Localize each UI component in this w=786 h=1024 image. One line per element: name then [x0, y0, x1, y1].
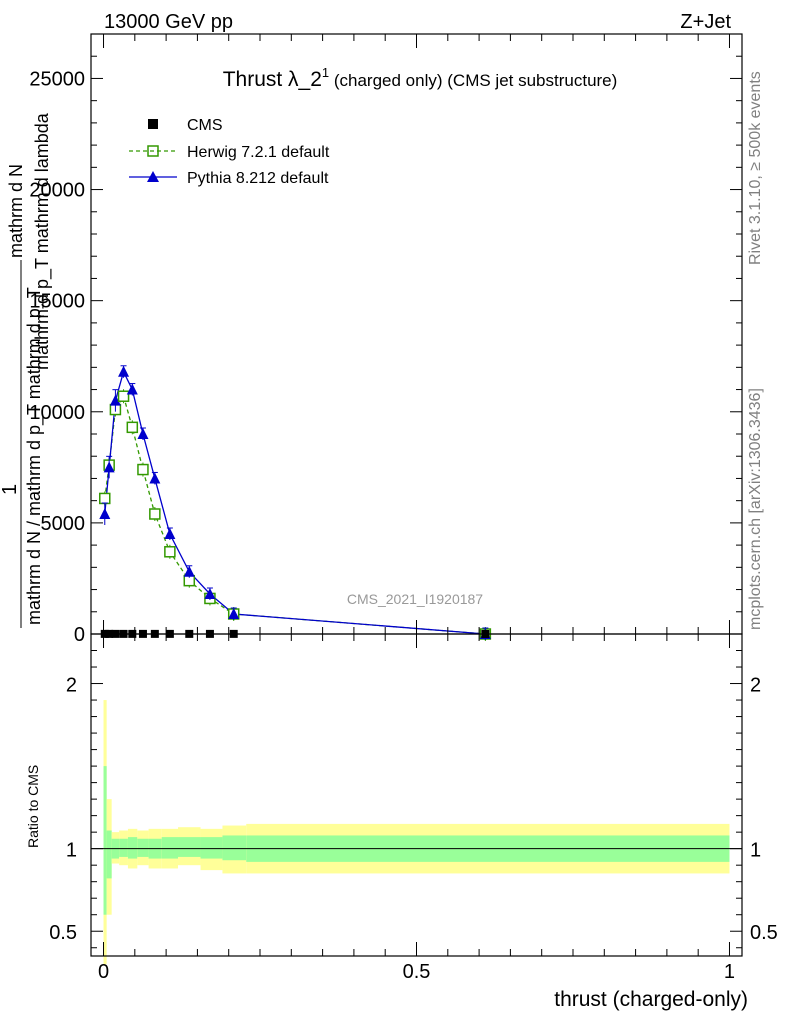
main-ytick-label: 0	[74, 624, 85, 646]
legend-cms-marker	[148, 119, 158, 129]
plot-title: Thrust λ_21 (charged only) (CMS jet subs…	[223, 65, 618, 91]
ratio-bands	[103, 700, 730, 965]
legend-herwig-label: Herwig 7.2.1 default	[187, 144, 330, 161]
x-axis-ticks: 0 0.5 1	[98, 34, 735, 983]
pythia-point	[103, 461, 115, 473]
ratio-inner-band	[137, 838, 149, 857]
x-tick-label: 0.5	[403, 961, 431, 983]
pythia-point	[137, 428, 149, 439]
pythia-point	[118, 365, 130, 377]
herwig-point	[126, 421, 139, 434]
pythia-point	[164, 528, 176, 539]
pythia-point	[228, 608, 240, 619]
herwig-point	[164, 546, 176, 558]
title-suffix: (charged only) (CMS jet substructure)	[329, 71, 617, 90]
header-process: Z+Jet	[680, 11, 731, 33]
pythia-point	[183, 565, 195, 577]
mcplots-label: mcplots.cern.ch [arXiv:1306.3436]	[747, 388, 764, 630]
pythia-point	[126, 383, 138, 395]
main-ytick-label: 5000	[41, 513, 86, 535]
ratio-inner-band	[178, 837, 201, 857]
main-ylabel: mathrm d N mathrm d p_T mathrm d lambda …	[0, 112, 53, 628]
ratio-inner-band	[200, 837, 223, 859]
ylabel-numerator-line1: mathrm d N	[6, 164, 26, 258]
title-superscript: 1	[322, 65, 329, 80]
ylabel-one: 1	[0, 484, 21, 495]
main-ytick-label: 25000	[29, 68, 85, 90]
ratio-inner-band	[161, 837, 179, 859]
ratio-inner-band	[106, 830, 112, 879]
ratio-ytick-label: 1	[66, 840, 77, 862]
title-main: Thrust λ_2	[223, 68, 322, 91]
ratio-ytick-label-right: 0.5	[750, 922, 778, 944]
pythia-point	[204, 588, 216, 599]
pythia-point	[109, 394, 121, 406]
ratio-ylabel: Ratio to CMS	[25, 765, 41, 848]
herwig-point	[137, 463, 149, 476]
herwig-point	[117, 390, 130, 402]
ratio-frame	[90, 633, 743, 957]
ylabel-numerator-line2: mathrm d p_T mathrm d lambda	[32, 112, 53, 370]
ratio-ytick-label: 2	[66, 675, 77, 697]
herwig-line	[104, 394, 486, 635]
legend-pythia-label: Pythia 8.212 default	[187, 170, 329, 187]
main-axis-ticks: 0 5000 10000 15000 20000 25000	[29, 33, 742, 646]
watermark: CMS_2021_I1920187	[347, 591, 483, 607]
main-ytick-label: 20000	[29, 180, 85, 202]
ratio-inner-band	[127, 837, 138, 859]
pythia-point	[99, 508, 111, 519]
x-tick-label: 1	[724, 961, 735, 983]
rivet-label: Rivet 3.1.10, ≥ 500k events	[747, 71, 764, 265]
legend-pythia-marker	[147, 171, 159, 182]
main-ytick-label: 10000	[29, 402, 85, 424]
main-panel: 0 5000 10000 15000 20000 25000 CMS_2021_I1920…	[0, 33, 743, 646]
x-axis-label: thrust (charged-only)	[554, 988, 748, 1011]
ratio-ytick-label: 0.5	[49, 922, 77, 944]
main-ytick-label: 15000	[29, 291, 85, 313]
ratio-ytick-label-right: 1	[750, 840, 761, 862]
pythia-point	[149, 472, 161, 484]
ylabel-denominator: mathrm d N / mathrm d p_T mathrm d p_T	[24, 287, 45, 625]
legend-herwig-marker	[147, 145, 159, 157]
ratio-inner-band	[103, 766, 107, 915]
ratio-inner-band	[119, 838, 128, 857]
ratio-inner-band	[222, 835, 247, 861]
ratio-axis-ticks: 0.5 0.5 1 1 2 2	[49, 650, 778, 949]
legend: CMS Herwig 7.2.1 default Pythia 8.212 de…	[129, 117, 330, 187]
header-energy: 13000 GeV pp	[104, 11, 233, 33]
ratio-ytick-label-right: 2	[750, 675, 761, 697]
x-tick-label: 0	[98, 961, 109, 983]
ratio-panel: 0.5 0.5 1 1 2 2 Ratio to CMS	[25, 633, 778, 965]
herwig-point	[99, 492, 111, 505]
herwig-point	[149, 508, 161, 520]
legend-cms-label: CMS	[187, 117, 223, 134]
